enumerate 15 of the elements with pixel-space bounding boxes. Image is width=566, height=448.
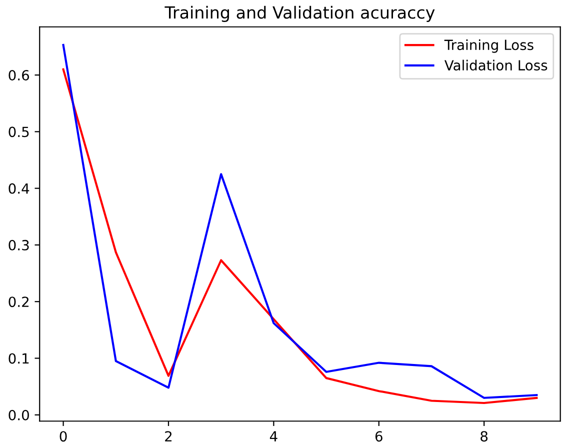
x-tick-label: 8	[480, 431, 488, 442]
y-tick-label: 0.1	[8, 353, 29, 364]
x-tick-label: 0	[60, 431, 67, 442]
y-tick-label: 0.4	[8, 183, 30, 194]
y-tick-label: 0.3	[8, 240, 29, 250]
x-tick-label: 4	[270, 431, 278, 442]
y-tick-label: 0.5	[8, 126, 29, 138]
legend-label: Training Loss	[444, 39, 534, 53]
y-tick-label: 0.6	[8, 70, 30, 80]
chart-title: Training and Validation acuraccy	[164, 6, 435, 22]
x-tick-label: 2	[165, 431, 172, 442]
x-tick-label: 6	[375, 431, 382, 442]
legend-label: Validation Loss	[444, 60, 548, 71]
y-tick-label: 0.2	[8, 296, 29, 308]
y-tick-label: 0.0	[8, 410, 29, 420]
